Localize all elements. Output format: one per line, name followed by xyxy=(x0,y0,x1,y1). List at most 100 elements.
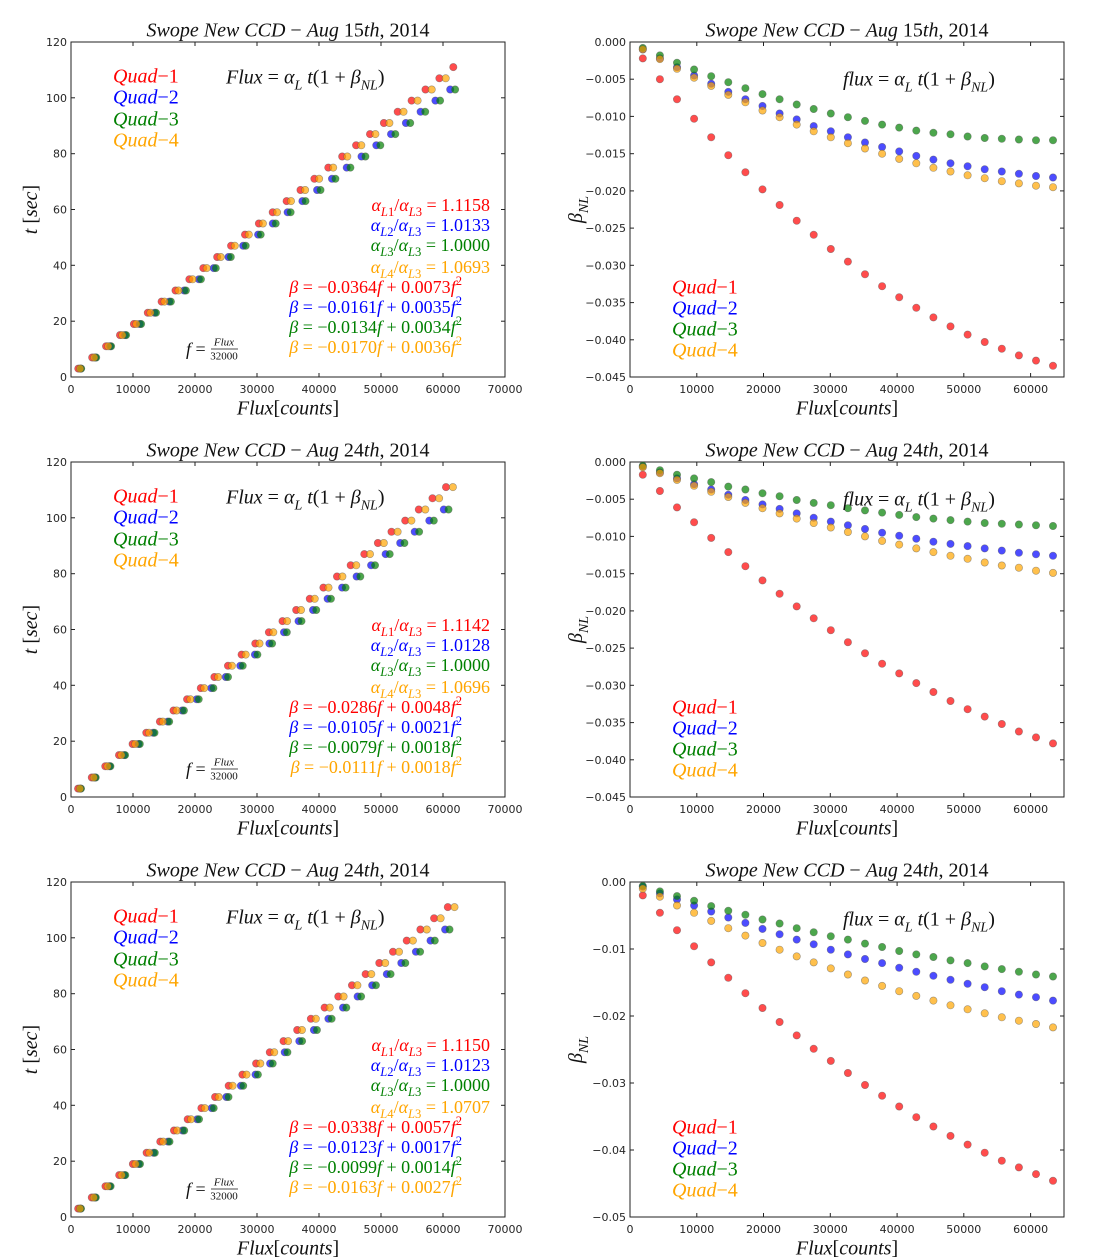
data-point-quad-3 xyxy=(376,141,385,150)
data-point-quad-3 xyxy=(298,1037,307,1046)
alpha-ratio-quad-1: αL1/αL3 = 1.1158 xyxy=(371,195,490,219)
data-point-quad-4 xyxy=(173,1126,182,1135)
data-point-quad-4 xyxy=(286,197,295,206)
data-point-quad-4 xyxy=(399,107,408,116)
data-point-quad-3 xyxy=(401,958,410,967)
data-point-quad-1 xyxy=(946,1131,955,1140)
data-point-quad-3 xyxy=(707,72,716,81)
y-axis-label: βNL xyxy=(565,616,592,644)
data-point-quad-4 xyxy=(421,505,430,514)
x-tick-label: 10000 xyxy=(116,1223,151,1236)
data-point-quad-3 xyxy=(385,550,394,559)
data-point-quad-3 xyxy=(741,485,750,494)
y-axis-label: t [sec] xyxy=(20,1025,42,1074)
y-tick-label: 60 xyxy=(53,204,67,217)
data-point-quad-1 xyxy=(792,1031,801,1040)
y-tick-label: −0.005 xyxy=(585,73,626,86)
x-tick-label: 30000 xyxy=(240,383,275,396)
legend-entry-quad-1: Quad−1 xyxy=(672,696,738,718)
series-quad-4 xyxy=(638,45,1058,192)
data-point-quad-4 xyxy=(690,73,699,82)
x-tick-label: 50000 xyxy=(364,1223,399,1236)
x-tick-label: 0 xyxy=(68,1223,75,1236)
legend-entry-quad-3: Quad−3 xyxy=(672,1158,738,1180)
data-point-quad-3 xyxy=(415,527,424,536)
data-point-quad-4 xyxy=(255,639,264,648)
data-point-quad-1 xyxy=(741,989,750,998)
data-point-quad-4 xyxy=(724,492,733,501)
data-point-quad-2 xyxy=(929,971,938,980)
data-point-quad-4 xyxy=(929,996,938,1005)
legend-entry-quad-3: Quad−3 xyxy=(672,318,738,340)
x-tick-label: 60000 xyxy=(426,383,461,396)
data-point-quad-4 xyxy=(1032,1019,1041,1028)
data-point-quad-3 xyxy=(209,1104,218,1113)
data-point-quad-1 xyxy=(946,696,955,705)
f-definition-denominator: 32000 xyxy=(210,1191,238,1203)
data-point-quad-1 xyxy=(895,293,904,302)
data-point-quad-3 xyxy=(792,100,801,109)
y-tick-label: 0 xyxy=(60,791,67,804)
data-point-quad-3 xyxy=(758,489,767,498)
data-point-quad-1 xyxy=(441,483,450,492)
data-point-quad-2 xyxy=(997,987,1006,996)
data-point-quad-4 xyxy=(214,672,223,681)
data-point-quad-4 xyxy=(878,149,887,158)
legend-entry-quad-4: Quad−4 xyxy=(672,339,738,361)
data-point-quad-3 xyxy=(341,583,350,592)
data-point-quad-3 xyxy=(826,501,835,510)
data-point-quad-4 xyxy=(895,540,904,549)
data-point-quad-1 xyxy=(1049,1176,1058,1185)
data-point-quad-4 xyxy=(672,901,681,910)
data-point-quad-2 xyxy=(878,959,887,968)
data-point-quad-4 xyxy=(200,684,209,693)
data-point-quad-4 xyxy=(365,550,374,559)
data-point-quad-4 xyxy=(963,554,972,563)
data-point-quad-4 xyxy=(878,536,887,545)
legend-entry-quad-1: Quad−1 xyxy=(672,1116,738,1138)
data-point-quad-1 xyxy=(860,649,869,658)
y-tick-label: −0.010 xyxy=(585,530,626,543)
data-point-quad-1 xyxy=(449,63,458,72)
data-point-quad-2 xyxy=(929,537,938,546)
data-point-quad-3 xyxy=(444,505,453,514)
legend-entry-quad-2: Quad−2 xyxy=(672,717,738,739)
data-point-quad-1 xyxy=(443,903,452,912)
data-point-quad-4 xyxy=(230,241,239,250)
data-point-quad-4 xyxy=(103,762,112,771)
data-point-quad-3 xyxy=(224,1093,233,1102)
data-point-quad-1 xyxy=(1032,356,1041,365)
data-point-quad-1 xyxy=(1014,727,1023,736)
data-point-quad-1 xyxy=(997,344,1006,353)
data-point-quad-4 xyxy=(427,85,436,94)
data-point-quad-3 xyxy=(826,932,835,941)
model-formula: Flux = αL t(1 + βNL) xyxy=(225,486,385,513)
data-point-quad-4 xyxy=(1032,181,1041,190)
data-point-quad-3 xyxy=(980,518,989,527)
data-point-quad-4 xyxy=(450,903,459,912)
data-point-quad-4 xyxy=(809,958,818,967)
data-point-quad-4 xyxy=(145,728,154,737)
x-tick-label: 30000 xyxy=(240,803,275,816)
x-tick-label: 50000 xyxy=(364,383,399,396)
data-point-quad-3 xyxy=(371,981,380,990)
data-point-quad-1 xyxy=(707,958,716,967)
legend-entry-quad-4: Quad−4 xyxy=(672,1179,738,1201)
y-tick-label: 20 xyxy=(53,1155,67,1168)
data-point-quad-3 xyxy=(331,174,340,183)
data-point-quad-1 xyxy=(775,1017,784,1026)
data-point-quad-3 xyxy=(690,65,699,74)
data-point-quad-4 xyxy=(269,628,278,637)
data-point-quad-4 xyxy=(655,55,664,64)
data-point-quad-4 xyxy=(357,141,366,150)
legend-entry-quad-2: Quad−2 xyxy=(113,926,179,948)
x-tick-label: 0 xyxy=(627,1223,634,1236)
data-point-quad-3 xyxy=(963,517,972,526)
data-point-quad-2 xyxy=(860,954,869,963)
data-point-quad-4 xyxy=(792,952,801,961)
data-point-quad-4 xyxy=(103,1182,112,1191)
legend-entry-quad-1: Quad−1 xyxy=(672,276,738,298)
y-tick-label: −0.04 xyxy=(592,1144,626,1157)
y-tick-label: −0.045 xyxy=(585,791,626,804)
data-point-quad-3 xyxy=(672,892,681,901)
